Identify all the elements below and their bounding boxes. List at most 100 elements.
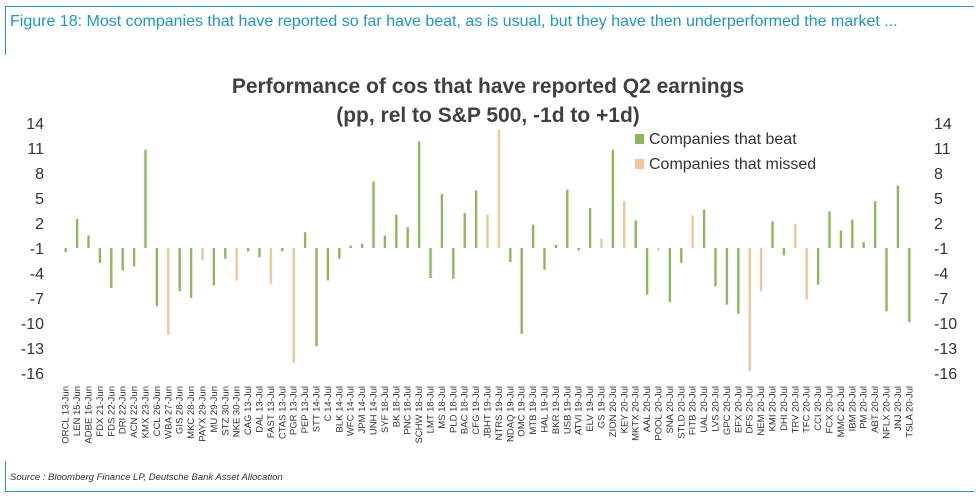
x-tick-label: ACN 22-Jun	[129, 386, 140, 438]
bar-beat	[908, 248, 911, 323]
x-tick-label: IBM 20-Jul	[847, 386, 858, 431]
y-tick-label-left: -10	[21, 316, 44, 333]
x-tick-label: BK 18-Jul	[391, 386, 402, 427]
bar-beat	[406, 227, 409, 248]
y-tick-label-left: 14	[26, 116, 44, 133]
x-tick-label: NTRS 19-Jul	[494, 386, 505, 440]
bar-beat	[702, 209, 706, 248]
bar-beat	[212, 248, 216, 286]
bar-beat	[509, 248, 512, 263]
x-tick-label: TSLA 20-Jul	[904, 386, 915, 438]
y-axis-right: 14 11 8 5 2 -1 -4 -7 -10 -13 -16	[934, 116, 957, 383]
bar-beat	[395, 214, 398, 248]
x-tick-label: JBHT 19-Jul	[483, 386, 494, 438]
bar-beat	[873, 201, 877, 248]
bar-beat	[896, 185, 900, 248]
bar-beat	[543, 248, 546, 270]
x-tick-label: JNJ 20-Jul	[893, 386, 904, 431]
bar-beat	[862, 242, 865, 248]
x-tick-label: WFC 14-Jul	[346, 386, 357, 436]
legend-label-missed: Companies that missed	[649, 156, 816, 173]
bar-beat	[782, 248, 786, 256]
x-tick-label: ABT 20-Jul	[870, 386, 881, 433]
x-tick-label: PAYX 29-Jun	[198, 386, 209, 442]
x-tick-label: PGR 13-Jul	[289, 386, 300, 435]
x-tick-label: MMC 20-Jul	[836, 386, 847, 437]
x-tick-label: FDS 22-Jun	[106, 386, 117, 437]
bar-missed	[805, 248, 808, 300]
x-tick-label: EFX 20-Jul	[733, 386, 744, 433]
bar-missed	[497, 129, 501, 248]
bar-beat	[178, 248, 181, 292]
bar-beat	[132, 248, 136, 267]
bar-beat	[372, 181, 375, 248]
x-tick-label: AAL 20-Jul	[642, 386, 653, 432]
bar-beat	[611, 149, 615, 248]
x-tick-label: LVS 20-Jul	[711, 386, 722, 432]
bar-beat	[75, 218, 79, 248]
bar-beat	[885, 248, 888, 312]
bar-beat	[246, 248, 250, 252]
bar-beat	[417, 141, 421, 248]
y-tick-label-right: -10	[934, 316, 957, 333]
bar-beat	[668, 248, 672, 303]
bar-beat	[360, 243, 364, 248]
x-tick-label: MKC 28-Jun	[186, 386, 197, 439]
y-tick-label-left: -7	[30, 291, 44, 308]
x-tick-label: CCL 26-Jun	[152, 386, 163, 436]
y-tick-label-right: 5	[934, 191, 943, 208]
chart-container: Performance of cos that have reported Q2…	[5, 58, 973, 462]
bar-beat	[554, 244, 558, 248]
y-axis-left: 14 11 8 5 2 -1 -4 -7 -10 -13 -16	[21, 116, 44, 383]
bar-beat	[98, 248, 102, 263]
bar-missed	[759, 248, 763, 292]
bar-beat	[737, 248, 740, 314]
bar-beat	[566, 189, 569, 248]
x-tick-label: ORCL 13-Jun	[61, 386, 72, 444]
bar-beat	[634, 220, 637, 248]
bar-missed	[292, 248, 295, 363]
bar-beat	[144, 149, 147, 248]
x-tick-label: CCI 20-Jul	[813, 386, 824, 431]
bar-beat	[155, 248, 159, 307]
x-tick-label: MS 18-Jul	[437, 386, 448, 429]
source-note: Source : Bloomberg Finance LP, Deutsche …	[10, 472, 283, 483]
bar-beat	[315, 248, 318, 347]
bar-beat	[463, 213, 466, 248]
bar-missed	[235, 248, 238, 281]
y-tick-label-right: 14	[934, 116, 952, 133]
x-tick-label: NFLX 20-Jul	[882, 386, 893, 439]
bar-beat	[816, 248, 820, 285]
x-tick-label: BKR 19-Jul	[551, 386, 562, 434]
x-tick-label: NKE 30-Jun	[232, 386, 243, 437]
x-tick-label: TFC 20-Jul	[802, 386, 813, 433]
x-tick-label: STLD 20-Jul	[676, 386, 687, 439]
bar-beat	[64, 248, 67, 253]
x-tick-label: MU 29-Jun	[209, 386, 220, 432]
x-tick-label: KMI 20-Jul	[768, 386, 779, 431]
y-tick-label-right: 11	[934, 141, 951, 158]
bar-beat	[258, 248, 261, 258]
y-tick-label-left: 8	[35, 166, 44, 183]
x-tick-label: GPC 20-Jul	[722, 386, 733, 435]
legend: Companies that beat Companies that misse…	[635, 131, 816, 173]
y-tick-label-right: -1	[934, 241, 948, 258]
x-tick-label: JPM 14-Jul	[357, 386, 368, 434]
x-tick-label: PNC 18-Jul	[403, 386, 414, 435]
x-tick-label: UAL 20-Jul	[699, 386, 710, 433]
x-tick-label: WBA 27-Jun	[163, 386, 174, 439]
x-tick-label: MTB 19-Jul	[528, 386, 539, 435]
x-tick-label: CAG 13-Jul	[243, 386, 254, 435]
bar-missed	[794, 223, 797, 248]
bar-missed	[486, 214, 489, 248]
chart-title-line2: (pp, rel to S&P 500, -1d to +1d)	[336, 104, 640, 127]
y-tick-label-left: 5	[35, 191, 44, 208]
x-tick-label: TRV 20-Jul	[790, 386, 801, 433]
x-tick-label: SCHW 18-Jul	[414, 386, 425, 444]
figure-frame-top	[5, 6, 974, 55]
x-tick-label: DRI 22-Jun	[118, 386, 129, 434]
y-tick-label-left: 11	[27, 141, 44, 158]
x-tick-label: HAL 19-Jul	[540, 386, 551, 433]
x-tick-label: SYF 18-Jul	[380, 386, 391, 433]
bar-beat	[588, 208, 592, 248]
